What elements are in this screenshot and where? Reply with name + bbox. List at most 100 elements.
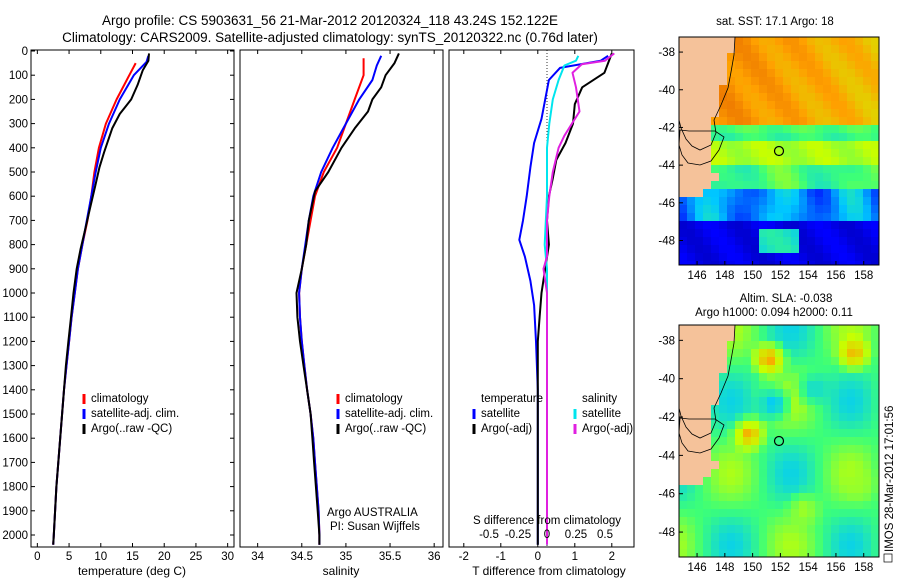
map-cell (831, 37, 839, 45)
map-cell (767, 109, 775, 117)
map-cell (759, 189, 767, 197)
map-cell (735, 381, 743, 389)
credit-box-icon (883, 553, 893, 563)
map-cell (783, 181, 791, 189)
land-cell (711, 37, 719, 45)
map-cell (807, 509, 815, 517)
map-cell (807, 133, 815, 141)
map-cell (783, 437, 791, 445)
land-cell (679, 341, 687, 349)
map-cell (839, 125, 847, 133)
x-tick-label: 35 (340, 551, 353, 563)
map-cell (847, 469, 855, 477)
map-cell (767, 237, 775, 245)
map-cell (743, 149, 751, 157)
map-y-tick-label: -42 (658, 412, 675, 424)
map-cell (823, 37, 831, 45)
map-cell (695, 509, 703, 517)
map-cell (847, 397, 855, 405)
map-cell (871, 325, 879, 333)
map-cell (815, 533, 823, 541)
map-cell (711, 469, 719, 477)
map-cell (727, 421, 735, 429)
map-cell (759, 133, 767, 141)
map-cell (863, 461, 871, 469)
map-cell (703, 245, 711, 253)
map-cell (759, 261, 767, 265)
map-cell (799, 85, 807, 93)
land-cell (687, 373, 695, 381)
land-cell (695, 437, 703, 445)
map-cell (727, 109, 735, 117)
land-cell (719, 61, 727, 69)
map-cell (775, 229, 783, 237)
map-cell (775, 181, 783, 189)
map-cell (735, 517, 743, 525)
map-cell (815, 525, 823, 533)
map-cell (807, 173, 815, 181)
map-cell (823, 125, 831, 133)
map-cell (719, 157, 727, 165)
map-cell (743, 197, 751, 205)
map-cell (759, 525, 767, 533)
land-cell (679, 405, 687, 413)
map-cell (807, 461, 815, 469)
map-cell (775, 525, 783, 533)
map-cell (831, 437, 839, 445)
map-cell (775, 77, 783, 85)
map-cell (855, 525, 863, 533)
map-cell (735, 45, 743, 53)
map-cell (815, 133, 823, 141)
map-cell (767, 381, 775, 389)
land-cell (695, 461, 703, 469)
map-cell (871, 485, 879, 493)
map-cell (863, 357, 871, 365)
map-cell (799, 405, 807, 413)
map-cell (743, 69, 751, 77)
map-cell (831, 397, 839, 405)
map-cell (863, 93, 871, 101)
map-cell (775, 485, 783, 493)
map-cell (759, 421, 767, 429)
map-cell (839, 373, 847, 381)
map-cell (799, 181, 807, 189)
map-cell (775, 205, 783, 213)
map-cell (807, 229, 815, 237)
map-cell (759, 469, 767, 477)
land-cell (703, 437, 711, 445)
land-cell (703, 37, 711, 45)
map-cell (847, 549, 855, 557)
map-cell (735, 413, 743, 421)
land-cell (679, 373, 687, 381)
map-cell (751, 405, 759, 413)
map-cell (735, 549, 743, 557)
map-cell (719, 517, 727, 525)
map-cell (687, 229, 695, 237)
map-cell (735, 477, 743, 485)
land-cell (679, 189, 687, 197)
map-cell (791, 365, 799, 373)
map-cell (799, 349, 807, 357)
map-cell (807, 397, 815, 405)
map-cell (767, 357, 775, 365)
map-y-tick-label: -42 (658, 122, 675, 134)
legend-entry: Argo(-adj) (481, 423, 532, 435)
map-cell (759, 541, 767, 549)
map-cell (863, 181, 871, 189)
map-cell (735, 429, 743, 437)
map-cell (719, 477, 727, 485)
map-cell (847, 541, 855, 549)
land-cell (687, 53, 695, 61)
map-cell (815, 333, 823, 341)
map-cell (703, 213, 711, 221)
map-cell (775, 381, 783, 389)
map-cell (815, 397, 823, 405)
map-cell (799, 517, 807, 525)
map-cell (871, 261, 879, 265)
map-cell (735, 397, 743, 405)
y-tick-label: 900 (9, 264, 28, 276)
map-cell (743, 445, 751, 453)
map-cell (679, 485, 687, 493)
land-cell (695, 141, 703, 149)
map-cell (783, 237, 791, 245)
